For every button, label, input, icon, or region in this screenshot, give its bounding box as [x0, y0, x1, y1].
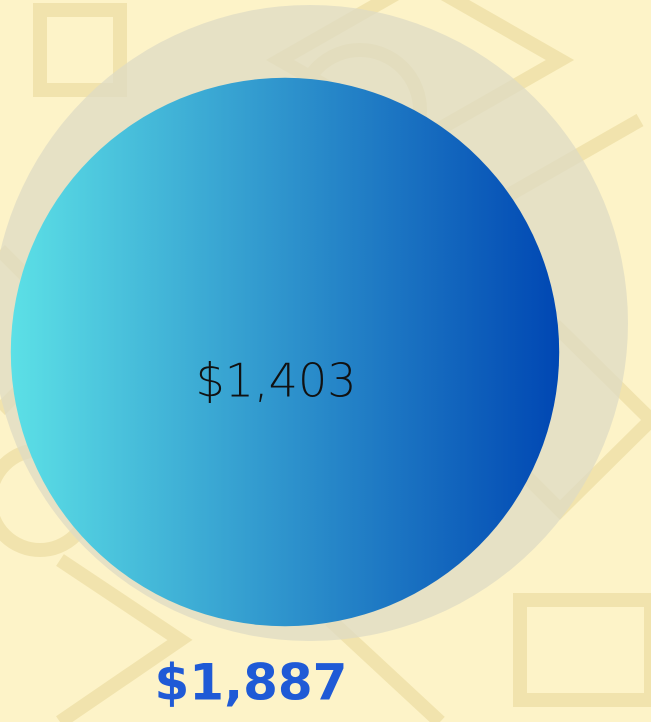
inner-bubble — [10, 77, 560, 627]
outer-value-label: $1,887 — [155, 654, 348, 712]
inner-value-label: $1,403 — [196, 354, 357, 408]
